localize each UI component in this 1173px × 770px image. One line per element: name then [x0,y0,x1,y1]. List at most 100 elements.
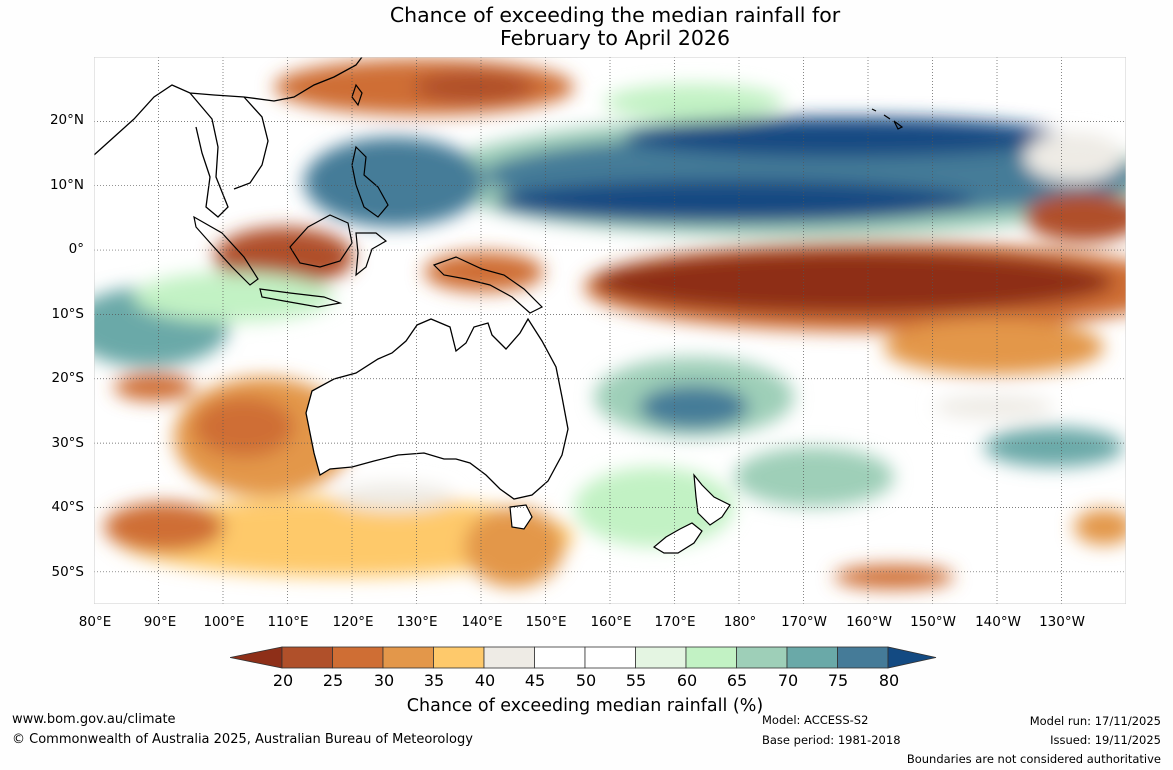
vietnam-coast [233,96,269,190]
dry-band-core [594,250,1114,314]
indian-ocean-dry [114,373,194,401]
lon-label-110e: 110°E [267,614,309,630]
lon-label-180: 180° [723,614,757,630]
lon-label-90e: 90°E [143,614,177,630]
new-guinea-dry [424,252,544,292]
scs-dry-core [414,71,534,103]
australia-landmass [305,317,569,500]
hawaii-islands [871,108,904,130]
lon-label-150e: 150°E [525,614,567,630]
colorbar-tick-80: 80 [878,671,900,690]
java-sea-dry [214,227,354,287]
indochina-coast [189,92,229,218]
colorbar-swatch [433,646,485,669]
southern-ocean-dry [114,497,574,577]
colorbar-label: Chance of exceeding median rainfall (%) [406,696,764,716]
lon-label-100e: 100°E [203,614,245,630]
lon-label-170w: 170°W [781,614,827,630]
colorbar-tick-25: 25 [322,671,344,690]
tasmania-landmass [509,504,533,530]
tasman-dry [464,507,564,587]
sulawesi-landmass [355,232,388,277]
colorbar-tick-40: 40 [474,671,496,690]
north-pacific-green [604,84,784,120]
map-canvas [94,57,1126,604]
colorbar-swatch [483,646,535,669]
colorbar-swatch [786,646,838,669]
rainfall-outlook-map [94,57,1126,604]
colorbar-tick-55: 55 [625,671,647,690]
colorbar-tick-70: 70 [777,671,799,690]
lon-label-160w: 160°W [846,614,892,630]
colorbar-tick-20: 20 [272,671,294,690]
lon-label-160e: 160°E [590,614,632,630]
neutral-patch-1 [934,395,1054,419]
colorbar-tick-50: 50 [575,671,597,690]
colorbar-swatch [584,646,636,669]
sumatra-landmass [193,215,259,286]
colorbar-tick-30: 30 [373,671,395,690]
coral-sea-core [639,385,749,429]
colorbar-swatch [534,646,586,669]
colorbar [230,646,937,669]
boundaries-disclaimer: Boundaries are not considered authoritat… [906,752,1161,766]
east-south-pacific-wet [984,427,1124,467]
colorbar-extend-low [230,646,283,669]
issued-date: Issued: 19/11/2025 [1050,733,1161,747]
wet-band-core [494,180,974,224]
title-line-1: Chance of exceeding the median rainfall … [389,3,841,27]
lon-label-130w: 130°W [1039,614,1085,630]
lat-label-20s: 20°S [51,370,85,386]
lon-label-130e: 130°E [396,614,438,630]
copyright-notice: © Commonwealth of Australia 2025, Austra… [12,732,473,747]
colorbar-tick-75: 75 [827,671,849,690]
title-line-2: February to April 2026 [500,26,730,50]
far-east-dry [1074,509,1126,545]
taiwan-landmass [351,83,363,107]
colorbar-tick-65: 65 [726,671,748,690]
lon-label-170e: 170°E [654,614,696,630]
lon-label-150w: 150°W [910,614,956,630]
colorbar-swatch [635,646,687,669]
new-zealand-north [693,473,731,526]
colorbar-swatch [685,646,737,669]
model-name: Model: ACCESS-S2 [762,713,869,727]
east-pacific-dry [1024,192,1126,242]
colorbar-tick-45: 45 [524,671,546,690]
colorbar-tick-60: 60 [676,671,698,690]
colorbar-swatch [332,646,384,669]
neutral-patch-3 [334,483,454,511]
graticule [94,57,1126,604]
lat-label-10n: 10°N [49,177,84,193]
new-zealand-south [652,522,703,554]
java-landmass [259,288,343,308]
lon-label-140e: 140°E [461,614,503,630]
south-pacific-dry [834,565,954,589]
philippines-landmass [351,145,389,218]
asia-mainland [94,57,363,156]
dry-band-south [884,319,1104,375]
new-guinea-landmass [432,256,544,314]
lon-label-80e: 80°E [78,614,112,630]
lon-label-120e: 120°E [332,614,374,630]
south-indian-dry [104,502,224,552]
lat-label-50s: 50°S [51,564,85,580]
south-pacific-green [734,447,894,507]
wet-band-core-north [624,117,1064,157]
model-run-date: Model run: 17/11/2025 [1029,714,1161,728]
lat-label-0: 0° [68,241,84,257]
colorbar-swatch [736,646,788,669]
colorbar-extend-high [887,646,937,669]
wa-dry-core [194,397,294,457]
colorbar-swatch [837,646,889,669]
indian-ocean-green [134,272,334,322]
map-title: Chance of exceeding the median rainfall … [0,4,1173,50]
base-period: Base period: 1981-2018 [762,733,901,747]
lat-label-20n: 20°N [49,112,84,128]
lat-label-40s: 40°S [51,499,85,515]
lat-label-30s: 30°S [51,435,85,451]
website-link[interactable]: www.bom.gov.au/climate [12,712,176,727]
lat-label-10s: 10°S [51,306,85,322]
colorbar-swatch [281,646,333,669]
colorbar-swatch [382,646,434,669]
